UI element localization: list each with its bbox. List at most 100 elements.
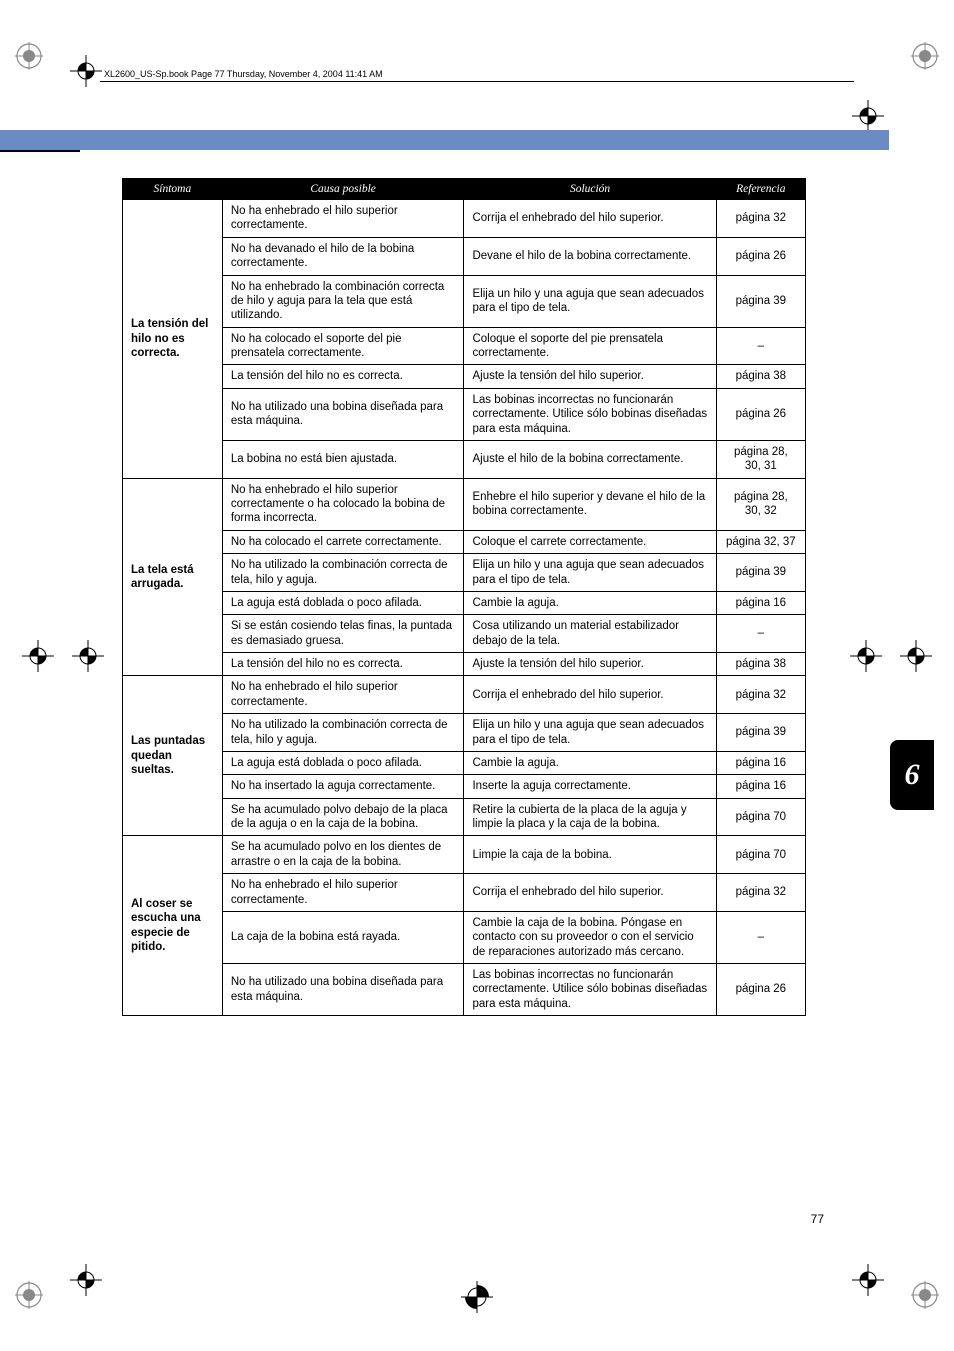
table-row: La bobina no está bien ajustada.Ajuste e… [123,440,806,478]
solution-cell: Corrija el enhebrado del hilo superior. [464,676,716,714]
reference-cell: – [716,911,805,963]
registration-mark-icon [461,1281,493,1313]
table-row: La aguja está doblada o poco afilada.Cam… [123,591,806,614]
table-row: Las puntadas quedan sueltas.No ha enhebr… [123,676,806,714]
reference-cell: página 26 [716,388,805,440]
reference-cell: página 16 [716,751,805,774]
registration-mark-icon [15,42,43,70]
solution-cell: Ajuste la tensión del hilo superior. [464,365,716,388]
solution-cell: Elija un hilo y una aguja que sean adecu… [464,275,716,327]
crop-mark-icon [900,640,932,672]
registration-mark-icon [15,1281,43,1309]
reference-cell: página 39 [716,714,805,752]
table-row: No ha colocado el carrete correctamente.… [123,530,806,553]
cause-cell: No ha colocado el carrete correctamente. [222,530,464,553]
solution-cell: Coloque el soporte del pie prensatela co… [464,327,716,365]
reference-cell: página 70 [716,836,805,874]
table-row: No ha devanado el hilo de la bobina corr… [123,237,806,275]
table-header-row: Síntoma Causa posible Solución Referenci… [123,179,806,200]
registration-mark-icon [911,1281,939,1309]
table-row: No ha enhebrado el hilo superior correct… [123,874,806,912]
solution-cell: Inserte la aguja correctamente. [464,775,716,798]
solution-cell: Cambie la aguja. [464,591,716,614]
solution-cell: Retire la cubierta de la placa de la agu… [464,798,716,836]
col-reference: Referencia [716,179,805,200]
col-symptom: Síntoma [123,179,223,200]
crop-mark-icon [70,1264,102,1296]
table-row: La tensión del hilo no es correcta.Ajust… [123,365,806,388]
troubleshooting-table: Síntoma Causa posible Solución Referenci… [122,178,806,1016]
solution-cell: Elija un hilo y una aguja que sean adecu… [464,714,716,752]
reference-cell: página 39 [716,554,805,592]
cause-cell: No ha utilizado la combinación correcta … [222,554,464,592]
table-row: Se ha acumulado polvo debajo de la placa… [123,798,806,836]
table-row: No ha enhebrado la combinación correcta … [123,275,806,327]
table-row: Al coser se escucha una especie de pitid… [123,836,806,874]
col-solution: Solución [464,179,716,200]
cause-cell: No ha enhebrado el hilo superior correct… [222,478,464,530]
registration-mark-icon [911,42,939,70]
symptom-cell: La tela está arrugada. [123,478,223,676]
table-row: Si se están cosiendo telas finas, la pun… [123,615,806,653]
crop-mark-icon [850,640,882,672]
crop-mark-icon [22,640,54,672]
cause-cell: No ha utilizado la combinación correcta … [222,714,464,752]
cause-cell: La bobina no está bien ajustada. [222,440,464,478]
symptom-cell: Las puntadas quedan sueltas. [123,676,223,836]
reference-cell: página 32 [716,874,805,912]
solution-cell: Corrija el enhebrado del hilo superior. [464,200,716,238]
table-row: La caja de la bobina está rayada.Cambie … [123,911,806,963]
table-row: No ha utilizado la combinación correcta … [123,554,806,592]
solution-cell: Las bobinas incorrectas no funcionarán c… [464,388,716,440]
table-row: No ha utilizado una bobina diseñada para… [123,964,806,1016]
table-row: No ha utilizado la combinación correcta … [123,714,806,752]
cause-cell: Se ha acumulado polvo en los dientes de … [222,836,464,874]
crop-mark-icon [852,1264,884,1296]
crop-mark-icon [70,55,102,87]
cause-cell: La tensión del hilo no es correcta. [222,365,464,388]
cause-cell: No ha enhebrado la combinación correcta … [222,275,464,327]
reference-cell: página 38 [716,365,805,388]
solution-cell: Cosa utilizando un material estabilizado… [464,615,716,653]
cause-cell: No ha enhebrado el hilo superior correct… [222,200,464,238]
cause-cell: La aguja está doblada o poco afilada. [222,591,464,614]
reference-cell: página 32 [716,200,805,238]
reference-cell: página 38 [716,653,805,676]
header-filename: XL2600_US-Sp.book Page 77 Thursday, Nove… [100,69,854,82]
cause-cell: Si se están cosiendo telas finas, la pun… [222,615,464,653]
table-row: La tensión del hilo no es correcta.No ha… [123,200,806,238]
symptom-cell: Al coser se escucha una especie de pitid… [123,836,223,1016]
cause-cell: No ha insertado la aguja correctamente. [222,775,464,798]
solution-cell: Coloque el carrete correctamente. [464,530,716,553]
cause-cell: No ha enhebrado el hilo superior correct… [222,874,464,912]
cause-cell: La tensión del hilo no es correcta. [222,653,464,676]
cause-cell: La caja de la bobina está rayada. [222,911,464,963]
reference-cell: página 28, 30, 31 [716,440,805,478]
table-row: La tela está arrugada.No ha enhebrado el… [123,478,806,530]
cause-cell: Se ha acumulado polvo debajo de la placa… [222,798,464,836]
symptom-cell: La tensión del hilo no es correcta. [123,200,223,479]
col-cause: Causa posible [222,179,464,200]
table-row: No ha insertado la aguja correctamente.I… [123,775,806,798]
reference-cell: página 28, 30, 32 [716,478,805,530]
main-content: Síntoma Causa posible Solución Referenci… [122,178,806,1016]
cause-cell: La aguja está doblada o poco afilada. [222,751,464,774]
chapter-tab: 6 [890,740,934,810]
crop-mark-icon [72,640,104,672]
reference-cell: página 39 [716,275,805,327]
solution-cell: Corrija el enhebrado del hilo superior. [464,874,716,912]
table-row: No ha utilizado una bobina diseñada para… [123,388,806,440]
solution-cell: Cambie la caja de la bobina. Póngase en … [464,911,716,963]
reference-cell: página 32, 37 [716,530,805,553]
reference-cell: página 16 [716,591,805,614]
solution-cell: Ajuste la tensión del hilo superior. [464,653,716,676]
solution-cell: Enhebre el hilo superior y devane el hil… [464,478,716,530]
reference-cell: – [716,615,805,653]
solution-cell: Limpie la caja de la bobina. [464,836,716,874]
header-blue-bar [0,130,889,150]
reference-cell: página 26 [716,237,805,275]
cause-cell: No ha devanado el hilo de la bobina corr… [222,237,464,275]
solution-cell: Elija un hilo y una aguja que sean adecu… [464,554,716,592]
solution-cell: Las bobinas incorrectas no funcionarán c… [464,964,716,1016]
table-row: La aguja está doblada o poco afilada.Cam… [123,751,806,774]
